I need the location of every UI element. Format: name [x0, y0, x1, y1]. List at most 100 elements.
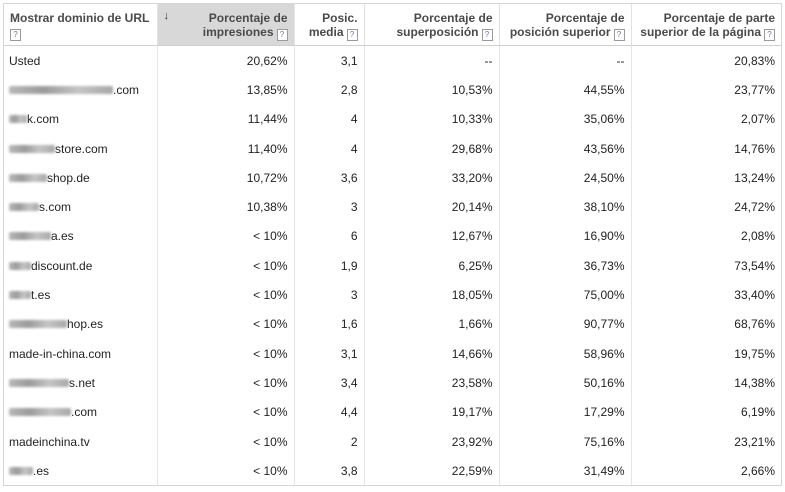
column-header-overlap-rate[interactable]: Porcentaje de superposición? [364, 4, 500, 46]
top-of-page-rate-cell: 24,72% [734, 200, 775, 215]
column-header-label: Porcentaje de posición superior [509, 11, 625, 39]
help-icon[interactable]: ? [10, 29, 21, 41]
redacted-domain-blur [9, 115, 27, 124]
avg-position-cell: 3,8 [294, 456, 365, 486]
overlap-rate-cell: 33,20% [364, 163, 500, 193]
domain-cell: k.com [4, 104, 158, 134]
sort-descending-icon: ↓ [163, 10, 170, 22]
domain-cell: made-in-china.com [4, 338, 158, 369]
avg-position-cell: 3,4 [294, 368, 365, 398]
table-row: a.es < 10% 6 12,67% 16,90% 2,08% [4, 221, 781, 252]
top-of-page-rate-cell: 23,77% [734, 82, 775, 97]
position-above-rate-cell: 38,10% [499, 192, 632, 222]
top-of-page-rate-cell: 2,66% [740, 463, 775, 478]
avg-position-cell: 3,6 [294, 163, 365, 193]
overlap-rate-cell: 1,66% [364, 309, 500, 339]
domain-cell: store.com [4, 133, 158, 164]
top-of-page-rate-cell: 19,75% [734, 346, 775, 361]
table-row: s.com 10,38% 3 20,14% 38,10% 24,72% [4, 192, 781, 222]
position-above-rate-cell: 75,16% [499, 426, 632, 457]
table-body: Usted 20,62% 3,1 -- -- 20,83% .com 13,85% 2,8 10,… [4, 45, 781, 486]
table-row: .es < 10% 3,8 22,59% 31,49% 2,66% [4, 456, 781, 486]
overlap-rate-cell: 10,53% [364, 75, 500, 105]
redacted-domain-blur [9, 320, 67, 329]
redacted-domain-blur [9, 85, 113, 94]
redacted-domain-blur [9, 144, 55, 153]
position-above-rate-cell: 35,06% [499, 104, 632, 134]
table-row: madeinchina.tv < 10% 2 23,92% 75,16% 23,21% [4, 426, 781, 457]
top-of-page-rate-cell: 14,76% [734, 141, 775, 156]
position-above-rate-cell: 36,73% [499, 251, 632, 281]
redacted-domain-blur [9, 378, 69, 387]
help-icon[interactable]: ? [276, 29, 288, 41]
domain-label: k.com [27, 112, 60, 127]
avg-position-cell: 3,1 [294, 338, 365, 369]
column-header-label: Porcentaje de impresiones [202, 11, 288, 39]
domain-label: discount.de [31, 258, 93, 273]
domain-label: made-in-china.com [9, 346, 112, 361]
table-row: store.com 11,40% 4 29,68% 43,56% 14,76% [4, 133, 781, 164]
domain-cell: t.es [4, 280, 158, 310]
top-of-page-rate-cell: 68,76% [734, 317, 775, 332]
impression-share-cell: < 10% [157, 280, 295, 310]
column-header-position-above-rate[interactable]: Porcentaje de posición superior? [499, 4, 632, 46]
impression-share-cell: 11,44% [157, 104, 295, 134]
table-row: .com 13,85% 2,8 10,53% 44,55% 23,77% [4, 75, 781, 105]
overlap-rate-cell: 10,33% [364, 104, 500, 134]
domain-label: s.com [39, 200, 72, 215]
top-of-page-rate-cell: 2,07% [740, 112, 775, 127]
overlap-rate-cell: 18,05% [364, 280, 500, 310]
column-header-top-of-page-rate[interactable]: Porcentaje de parte superior de la págin… [631, 4, 781, 46]
domain-cell: s.com [4, 192, 158, 222]
avg-position-cell: 3 [294, 280, 365, 310]
avg-position-cell: 1,9 [294, 251, 365, 281]
table-row: made-in-china.com < 10% 3,1 14,66% 58,96% 19,… [4, 338, 781, 369]
overlap-rate-cell: 19,17% [364, 397, 500, 427]
avg-position-cell: 2 [294, 426, 365, 457]
auction-insights-table: Mostrar dominio de URL? ↓ Porcentaje de … [4, 4, 781, 486]
top-of-page-rate-cell: 20,83% [734, 53, 775, 68]
top-of-page-rate-cell: 14,38% [734, 375, 775, 390]
domain-cell: .com [4, 397, 158, 427]
table-row: t.es < 10% 3 18,05% 75,00% 33,40% [4, 280, 781, 310]
impression-share-cell: < 10% [157, 251, 295, 281]
avg-position-cell: 4,4 [294, 397, 365, 427]
column-header-impression-share[interactable]: ↓ Porcentaje de impresiones? [157, 4, 295, 46]
position-above-rate-cell: 75,00% [499, 280, 632, 310]
redacted-domain-blur [9, 203, 39, 212]
overlap-rate-cell: 20,14% [364, 192, 500, 222]
help-icon[interactable]: ? [481, 29, 493, 41]
impression-share-cell: < 10% [157, 397, 295, 427]
overlap-rate-cell: 12,67% [364, 221, 500, 252]
help-icon[interactable]: ? [764, 29, 775, 41]
position-above-rate-cell: 16,90% [499, 221, 632, 252]
overlap-rate-cell: 6,25% [364, 251, 500, 281]
avg-position-cell: 3,1 [294, 45, 365, 76]
column-header-avg-position[interactable]: Posic. media? [294, 4, 365, 46]
position-above-rate-cell: 43,56% [499, 133, 632, 164]
domain-label: t.es [31, 288, 51, 303]
avg-position-cell: 4 [294, 104, 365, 134]
column-header-label: Posic. media [308, 11, 358, 39]
impression-share-cell: < 10% [157, 456, 295, 486]
impression-share-cell: < 10% [157, 368, 295, 398]
help-icon[interactable]: ? [613, 29, 625, 41]
domain-cell: discount.de [4, 251, 158, 281]
help-icon[interactable]: ? [346, 29, 358, 41]
redacted-domain-blur [9, 261, 31, 270]
overlap-rate-cell: 23,58% [364, 368, 500, 398]
domain-label: madeinchina.tv [9, 434, 90, 449]
domain-cell: s.net [4, 368, 158, 398]
top-of-page-rate-cell: 33,40% [734, 288, 775, 303]
impression-share-cell: 20,62% [157, 45, 295, 76]
column-header-domain[interactable]: Mostrar dominio de URL? [4, 4, 158, 46]
auction-insights-table-container: Mostrar dominio de URL? ↓ Porcentaje de … [3, 3, 782, 487]
table-row: .com < 10% 4,4 19,17% 17,29% 6,19% [4, 397, 781, 427]
domain-label: hop.es [67, 317, 104, 332]
overlap-rate-cell: -- [364, 45, 500, 76]
domain-cell: madeinchina.tv [4, 426, 158, 457]
domain-label: s.net [69, 375, 96, 390]
table-row: Usted 20,62% 3,1 -- -- 20,83% [4, 45, 781, 76]
impression-share-cell: < 10% [157, 426, 295, 457]
domain-label: Usted [9, 53, 41, 68]
